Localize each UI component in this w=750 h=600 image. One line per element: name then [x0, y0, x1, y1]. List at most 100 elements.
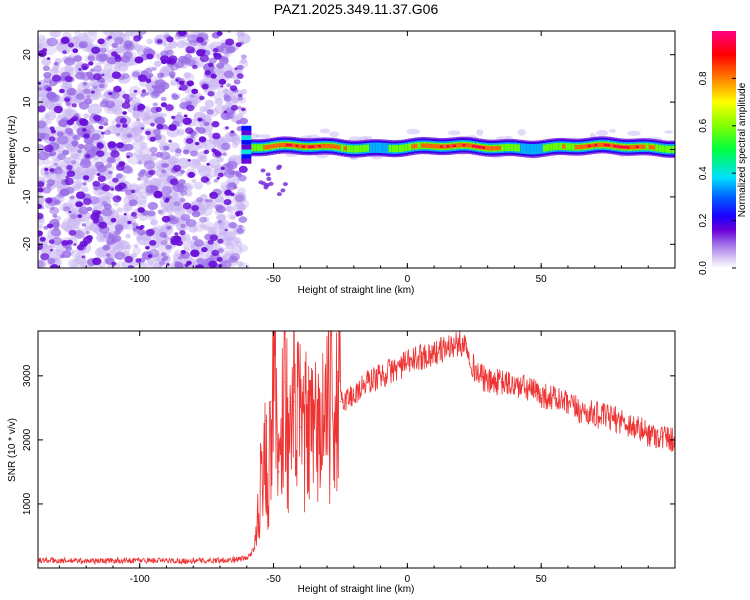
- noise-blob: [182, 149, 190, 155]
- noise-peak: [44, 167, 49, 172]
- noise-peak: [220, 85, 224, 88]
- carrier-cell: [587, 144, 592, 148]
- noise-peak: [68, 229, 77, 236]
- noise-speckle: [124, 31, 133, 37]
- noise-peak: [185, 127, 194, 134]
- noise-peak: [38, 203, 43, 209]
- snr-point: [607, 416, 609, 419]
- snr-point: [339, 400, 341, 403]
- noise-blob: [193, 239, 204, 247]
- carrier-cell: [449, 144, 454, 149]
- carrier-cell: [308, 145, 313, 148]
- noise-blob: [78, 206, 89, 215]
- colorbar-gradient: [712, 31, 736, 268]
- carrier-haze: [596, 129, 608, 137]
- noise-blob: [229, 131, 236, 137]
- noise-peak: [218, 78, 227, 85]
- noise-peak: [92, 218, 100, 224]
- carrier-cell: [356, 145, 361, 153]
- carrier-onset: [241, 149, 252, 155]
- colorbar-tick-label: 0.8: [698, 71, 709, 85]
- carrier-haze: [627, 130, 641, 136]
- noise-speckle: [214, 98, 224, 105]
- noise-peak: [38, 230, 43, 237]
- snr-point: [294, 400, 296, 403]
- noise-blob: [40, 132, 50, 140]
- noise-peak: [141, 89, 147, 93]
- noise-blob: [185, 219, 197, 227]
- noise-peak: [216, 31, 223, 36]
- carrier-cell: [375, 142, 380, 153]
- carrier-cell: [321, 143, 326, 149]
- noise-blob: [236, 227, 244, 234]
- noise-peak: [225, 38, 235, 46]
- noise-blob: [171, 94, 180, 100]
- noise-blob: [105, 163, 113, 168]
- noise-blob: [75, 93, 85, 100]
- carrier-cell: [603, 143, 608, 147]
- noise-blob: [93, 85, 98, 89]
- snr-point: [433, 352, 435, 354]
- snr-point: [283, 381, 285, 383]
- noise-blob: [38, 120, 47, 129]
- carrier-cell: [562, 144, 566, 149]
- noise-speckle: [98, 190, 111, 202]
- noise-speckle: [188, 158, 201, 169]
- noise-peak: [38, 212, 44, 220]
- noise-blob: [230, 170, 236, 175]
- noise-peak: [66, 164, 73, 171]
- snr-point: [289, 452, 291, 454]
- noise-peak: [180, 249, 186, 255]
- noise-peak: [212, 48, 219, 53]
- noise-blob: [44, 171, 49, 175]
- noise-blob: [106, 56, 117, 65]
- noise-blob: [57, 153, 67, 161]
- noise-blob: [159, 261, 165, 266]
- snr-frame: [37, 330, 676, 569]
- carrier-cell: [391, 145, 396, 153]
- snr-point: [580, 410, 582, 412]
- carrier-cell: [346, 145, 351, 153]
- noise-blob: [228, 221, 237, 229]
- noise-peak: [82, 128, 87, 132]
- noise-blob: [199, 216, 208, 223]
- noise-speckle: [217, 214, 225, 221]
- noise-speckle: [233, 202, 246, 213]
- carrier-cell: [433, 144, 438, 149]
- noise-blob: [42, 186, 52, 194]
- noise-speckle: [71, 180, 83, 190]
- noise-peak: [150, 122, 156, 127]
- carrier-onset: [241, 140, 252, 145]
- noise-blob: [90, 68, 95, 72]
- noise-peak: [98, 221, 108, 229]
- colorbar-ticks: 0.0 0.2 0.4 0.6 0.8: [698, 71, 736, 275]
- noise-blob: [52, 214, 58, 218]
- carrier-cell: [372, 142, 377, 153]
- noise-speckle: [199, 106, 207, 113]
- noise-blob: [71, 140, 79, 146]
- noise-peak: [49, 264, 60, 268]
- noise-blob: [223, 70, 234, 79]
- noise-blob: [216, 62, 225, 69]
- noise-peak: [45, 197, 53, 204]
- noise-peak: [110, 150, 120, 158]
- noise-speckle: [133, 133, 144, 143]
- snr-ytick-label: 2000: [22, 428, 33, 451]
- noise-peak: [186, 104, 195, 112]
- noise-speckle: [114, 65, 121, 72]
- noise-peak: [68, 210, 72, 214]
- noise-peak: [182, 117, 192, 125]
- noise-blob: [137, 229, 146, 236]
- carrier-haze: [319, 128, 331, 134]
- noise-peak: [153, 190, 163, 199]
- noise-blob: [110, 91, 117, 96]
- noise-blob: [154, 116, 166, 126]
- noise-blob: [49, 206, 60, 215]
- noise-peak: [53, 105, 63, 114]
- noise-blob: [235, 120, 242, 125]
- snr-point: [473, 368, 475, 370]
- snr-point: [299, 426, 301, 428]
- carrier-cell: [501, 144, 505, 152]
- noise-peak: [75, 201, 83, 208]
- noise-speckle: [236, 261, 244, 267]
